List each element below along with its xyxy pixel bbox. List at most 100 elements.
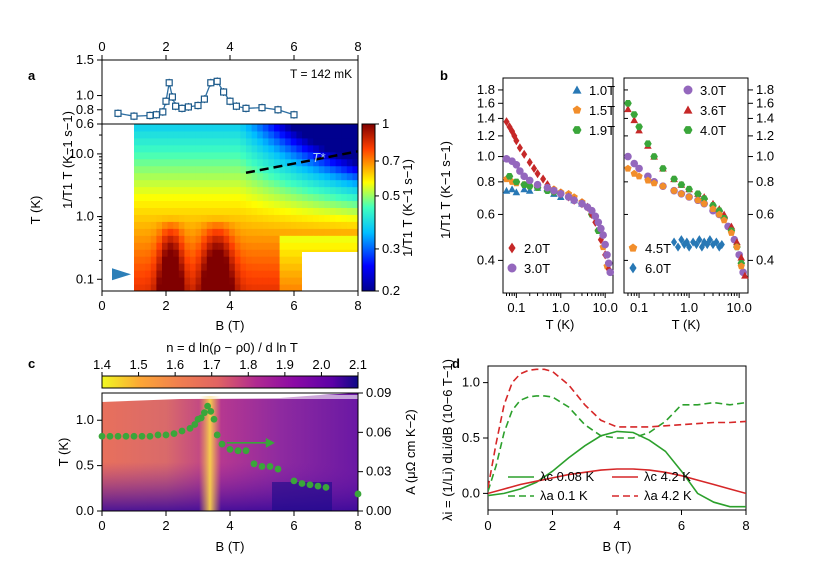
a-top-point xyxy=(162,97,170,105)
a-map-cell xyxy=(184,172,191,181)
a-map-cell xyxy=(274,249,281,257)
a-map-cell xyxy=(307,235,314,243)
a-map-cell xyxy=(251,186,258,195)
a-map-cell xyxy=(229,221,236,229)
a-map-cell xyxy=(212,214,219,222)
a-map-cell xyxy=(156,165,163,174)
a-map-cell xyxy=(218,270,225,278)
a-map-cell xyxy=(335,124,342,132)
a-map-cell xyxy=(302,207,309,215)
a-map-cell xyxy=(240,165,247,174)
a-map-cell xyxy=(184,221,191,229)
a-map-cell xyxy=(195,137,202,146)
a-map-cell xyxy=(307,165,314,174)
a-map-cell xyxy=(145,193,152,202)
b-point-6_0T xyxy=(674,242,682,252)
a-map-cell xyxy=(318,130,325,139)
b-ytick-label: 0.6 xyxy=(756,206,774,221)
a-map-cell xyxy=(274,228,281,236)
a-map-cell xyxy=(156,179,163,188)
c-colorbar-tick-label: 1.7 xyxy=(203,357,221,372)
a-map-cell xyxy=(251,270,258,278)
a-map-cell xyxy=(167,256,174,264)
a-map-cell xyxy=(296,249,303,257)
a-map-cell xyxy=(229,144,236,153)
a-map-cell xyxy=(212,172,219,181)
a-map-cell xyxy=(324,137,331,146)
d-series-line xyxy=(488,468,746,495)
c-A-point xyxy=(298,480,306,487)
c-A-point xyxy=(306,481,314,489)
b-point-3_0T xyxy=(512,160,521,169)
a-map-cell xyxy=(341,151,348,160)
a-map-cell xyxy=(279,179,286,188)
a-map-cell xyxy=(257,277,264,285)
a-map-cell xyxy=(324,200,331,208)
a-map-cell xyxy=(352,186,358,195)
a-map-cell xyxy=(206,130,213,139)
a-map-cell xyxy=(167,172,174,181)
a-map-cell xyxy=(352,200,358,208)
a-map-cell xyxy=(330,172,337,181)
a-map-cell xyxy=(167,186,174,195)
b-legend-label: 3.0T xyxy=(524,261,550,276)
a-map-cell xyxy=(173,207,180,215)
a-map-cell xyxy=(178,200,185,208)
panel-c-ylabel: T (K) xyxy=(56,438,71,467)
c-y2tick-label: 0.06 xyxy=(366,424,391,439)
a-map-cell xyxy=(145,256,152,264)
a-map-cell xyxy=(229,137,236,146)
b-point-2_0T xyxy=(513,136,520,146)
a-map-cell xyxy=(162,235,169,243)
a-map-cell xyxy=(246,137,253,146)
a-map-cell xyxy=(279,151,286,160)
a-map-cell xyxy=(352,130,358,139)
a-map-cell xyxy=(178,151,185,160)
a-map-cell xyxy=(184,124,191,132)
a-map-cell xyxy=(335,137,342,146)
a-map-cell xyxy=(145,207,152,215)
a-map-cell xyxy=(257,130,264,139)
b-legend-label: 1.5T xyxy=(589,103,615,118)
a-map-cell xyxy=(195,277,202,285)
a-map-cell xyxy=(223,214,230,222)
a-map-cell xyxy=(279,207,286,215)
a-map-cell xyxy=(134,242,141,250)
a-map-cell xyxy=(296,172,303,181)
d-ytick-label: 0.5 xyxy=(462,430,480,445)
a-map-cell xyxy=(206,270,213,278)
a-map-cell xyxy=(352,235,358,243)
a-map-cell xyxy=(341,235,348,243)
a-map-cell xyxy=(268,124,275,132)
a-map-cell xyxy=(246,186,253,195)
a-map-cell xyxy=(285,144,292,153)
a-map-cell xyxy=(346,200,353,208)
a-map-cell xyxy=(251,200,258,208)
a-map-cell xyxy=(218,158,225,167)
a-map-cell xyxy=(150,249,157,257)
a-map-cell xyxy=(324,124,331,132)
a-map-cell xyxy=(318,186,325,195)
a-map-cell xyxy=(145,200,152,208)
a-map-cell xyxy=(212,207,219,215)
a-map-cell xyxy=(195,242,202,250)
a-map-cell xyxy=(167,130,174,139)
b-ytick-label: 1.8 xyxy=(477,82,495,97)
a-map-cell xyxy=(145,158,152,167)
b-ytick-label: 0.8 xyxy=(756,174,774,189)
a-map-cell xyxy=(335,207,342,215)
b-point-4_5T xyxy=(737,262,745,270)
a-map-cell xyxy=(206,263,213,271)
a-map-cell xyxy=(246,130,253,139)
a-map-cell xyxy=(268,228,275,236)
a-map-cell xyxy=(302,242,309,250)
c-A-point xyxy=(234,447,242,455)
a-map-cell xyxy=(150,144,157,153)
a-map-cell xyxy=(246,270,253,278)
c-A-point xyxy=(114,432,122,440)
a-map-cell xyxy=(274,207,281,215)
b-point-3_0T xyxy=(624,152,632,161)
a-map-cell xyxy=(352,144,358,153)
a-map-cell xyxy=(134,186,141,195)
a-map-cell xyxy=(223,137,230,146)
